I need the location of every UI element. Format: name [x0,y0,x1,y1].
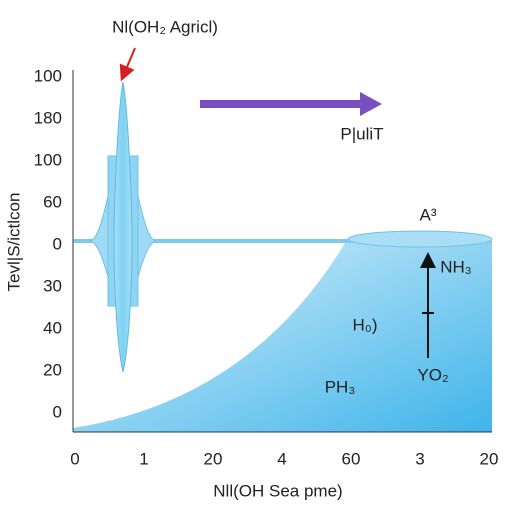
purple-arrow [200,92,382,116]
x-axis-label: Nll(OH Sea pme) [213,481,342,500]
y-tick-label: 20 [43,360,62,379]
annotation: NH₃ [440,257,471,276]
y-axis-label: Tevl|S/ictlcon [4,193,23,292]
y-tick-label: 0 [53,234,62,253]
y-tick-label: 60 [43,192,62,211]
spike [113,81,133,373]
x-tick-label: 3 [415,449,424,468]
annotation: PH₃ [325,377,356,396]
x-tick-label: 4 [277,449,286,468]
y-tick-label: 30 [43,276,62,295]
y-tick-label: 100 [34,66,62,85]
x-tick-label: 0 [70,449,79,468]
x-tick-label: 60 [342,449,361,468]
annotation: P|uliT [340,124,383,143]
annotation: YO₂ [417,365,448,384]
x-tick-label: 20 [480,449,499,468]
area [73,243,492,432]
red-arrow [119,47,136,82]
x-tick-label: 20 [204,449,223,468]
x-tick-label: 1 [139,449,148,468]
y-tick-label: 180 [34,108,62,127]
title: Nl(OH₂ Agricl) [112,17,218,36]
y-tick-label: 40 [43,318,62,337]
annotation: H₀) [353,315,378,334]
ellipse [347,230,493,248]
annotation: A³ [420,205,437,224]
y-tick-label: 0 [53,402,62,421]
y-tick-label: 100 [34,150,62,169]
